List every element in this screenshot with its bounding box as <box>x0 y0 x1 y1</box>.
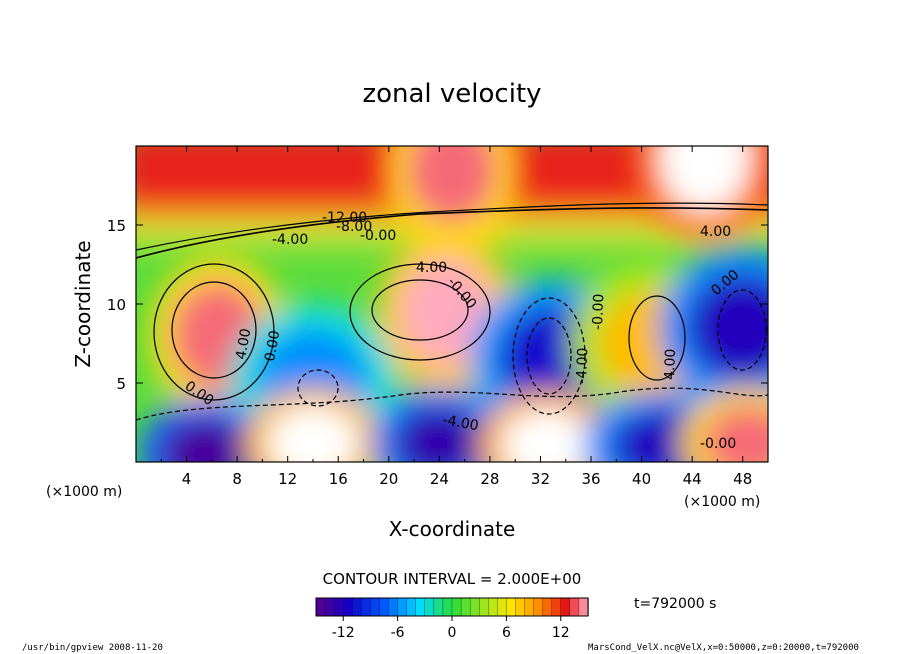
x-tick-label: 12 <box>278 470 297 488</box>
field-feature <box>703 406 768 462</box>
contour-label: -4.00 <box>272 232 308 248</box>
y-axis: 5 10 15 <box>107 217 768 393</box>
field-feature <box>393 406 485 462</box>
colorbar-segment <box>460 597 471 617</box>
chart-title: zonal velocity <box>362 79 541 109</box>
y-tick-label: 15 <box>107 217 126 235</box>
time-label: t=792000 s <box>634 596 716 612</box>
contour-label: -0.00 <box>360 228 396 244</box>
colorbar-tick-label: 0 <box>448 625 457 641</box>
colorbar-tick-label: 12 <box>552 625 570 641</box>
contour-label: 4.00 <box>662 348 679 380</box>
colorbar-segment <box>542 597 553 617</box>
x-tick-label: 4 <box>182 470 192 488</box>
colorbar-segment <box>560 597 571 617</box>
colorbar-segment <box>569 597 580 617</box>
x-unit-left: (×1000 m) <box>46 484 122 500</box>
colorbar-segment <box>343 597 353 617</box>
x-tick-label: 16 <box>329 470 348 488</box>
contour-label: -12.00 <box>322 210 367 226</box>
colorbar-segment <box>379 597 390 617</box>
colorbar-segment <box>469 597 480 617</box>
colorbar-segment <box>433 597 444 617</box>
contour-label: -4.00 <box>574 347 591 384</box>
colorbar-ticks: -12 -6 0 6 12 <box>332 616 570 641</box>
colorbar-segment <box>370 597 381 617</box>
contour-interval: CONTOUR INTERVAL = 2.000E+00 <box>323 570 582 588</box>
colorbar-segment <box>506 597 517 617</box>
field-feature <box>501 409 593 462</box>
colorbar-segment <box>352 597 362 617</box>
colorbar-tick-label: -12 <box>332 625 355 641</box>
contour-label: 0.00 <box>262 329 283 362</box>
x-tick-label: 44 <box>683 470 702 488</box>
colorbar-segment <box>442 597 453 617</box>
field-feature <box>687 274 768 382</box>
colorbar-segment <box>578 597 589 617</box>
colorbar-segment <box>479 597 489 617</box>
footer-left: /usr/bin/gpview 2008-11-20 <box>22 643 163 653</box>
x-unit-right: (×1000 m) <box>684 494 760 510</box>
colorbar-segment <box>424 597 435 617</box>
field-feature <box>267 406 359 462</box>
colorbar-segment <box>533 597 544 617</box>
colorbar-segment <box>451 597 462 617</box>
y-axis-label: Z-coordinate <box>71 240 95 367</box>
plot-area <box>136 146 768 462</box>
x-axis: 4 8 12 16 20 24 28 32 36 40 44 48 <box>160 146 769 488</box>
colorbar-segment <box>406 597 417 617</box>
colorbar-segment <box>488 597 498 617</box>
colorbar-segment <box>324 597 335 617</box>
x-tick-label: 20 <box>379 470 398 488</box>
colorbar-segment <box>515 597 526 617</box>
colorbar-tick-label: 6 <box>502 625 511 641</box>
colorbar-segment <box>524 597 535 617</box>
x-tick-label: 48 <box>733 470 752 488</box>
colorbar-segment <box>361 597 372 617</box>
contour-label: 4.00 <box>700 224 731 240</box>
x-axis-label: X-coordinate <box>389 517 516 541</box>
footer-right: MarsCond_VelX.nc@VelX,x=0:50000,z=0:2000… <box>588 643 859 653</box>
y-tick-label: 5 <box>116 375 126 393</box>
contour-label: -0.00 <box>700 436 736 452</box>
field-feature <box>400 258 492 366</box>
colorbar-segment <box>388 597 399 617</box>
x-tick-label: 40 <box>632 470 651 488</box>
field-feature <box>406 146 498 224</box>
colorbar-segment <box>497 597 508 617</box>
field-feature <box>160 417 252 462</box>
colorbar-tick-label: -6 <box>391 625 405 641</box>
x-tick-label: 8 <box>232 470 242 488</box>
contour-label: 4.00 <box>416 260 447 276</box>
colorbar <box>315 597 589 617</box>
x-tick-label: 36 <box>581 470 600 488</box>
contour-label: 4.00 <box>233 327 254 360</box>
colorbar-segment <box>415 597 426 617</box>
y-tick-label: 10 <box>107 296 126 314</box>
field-feature <box>659 146 751 213</box>
x-tick-label: 28 <box>480 470 499 488</box>
colorbar-segment <box>397 597 408 617</box>
contour-label: -8.00 <box>336 219 372 235</box>
x-tick-label: 24 <box>430 470 449 488</box>
x-tick-label: 32 <box>531 470 550 488</box>
colorbar-segment <box>333 597 344 617</box>
contour-lines <box>136 202 768 421</box>
colorbar-segment <box>551 597 562 617</box>
contour-label: -0.00 <box>590 293 607 330</box>
colorbar-segment <box>315 597 326 617</box>
contour-label: -4.00 <box>441 412 479 434</box>
